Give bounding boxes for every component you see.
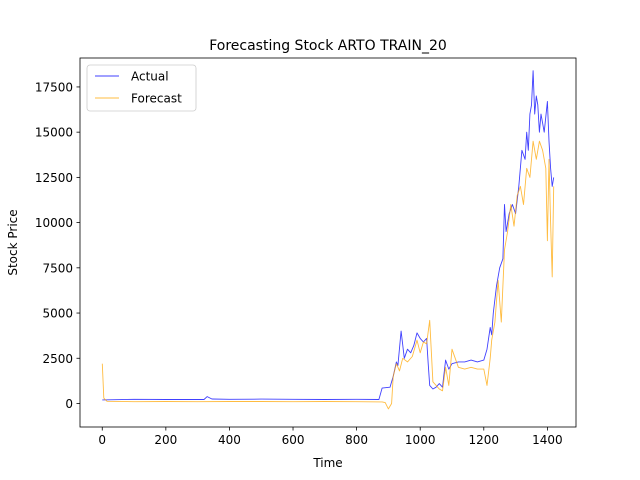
x-tick-label: 600 xyxy=(282,433,305,447)
y-axis-label: Stock Price xyxy=(6,209,20,275)
x-tick-label: 200 xyxy=(154,433,177,447)
x-tick-label: 1200 xyxy=(469,433,500,447)
plot-area xyxy=(80,58,576,427)
y-tick-label: 2500 xyxy=(42,352,73,366)
y-tick-label: 5000 xyxy=(42,307,73,321)
x-tick-label: 1400 xyxy=(532,433,563,447)
legend-label-forecast: Forecast xyxy=(131,92,182,106)
x-axis-label: Time xyxy=(312,456,342,470)
y-tick-label: 0 xyxy=(65,397,73,411)
chart-title: Forecasting Stock ARTO TRAIN_20 xyxy=(209,38,447,54)
legend: Actual Forecast xyxy=(87,65,196,111)
x-tick-label: 0 xyxy=(98,433,106,447)
y-tick-label: 10000 xyxy=(35,216,73,230)
y-tick-label: 7500 xyxy=(42,261,73,275)
legend-label-actual: Actual xyxy=(131,70,169,84)
x-tick-label: 400 xyxy=(218,433,241,447)
x-tick-label: 800 xyxy=(345,433,368,447)
x-tick-label: 1000 xyxy=(405,433,436,447)
y-tick-label: 15000 xyxy=(35,126,73,140)
y-tick-label: 12500 xyxy=(35,171,73,185)
y-tick-label: 17500 xyxy=(35,80,73,94)
